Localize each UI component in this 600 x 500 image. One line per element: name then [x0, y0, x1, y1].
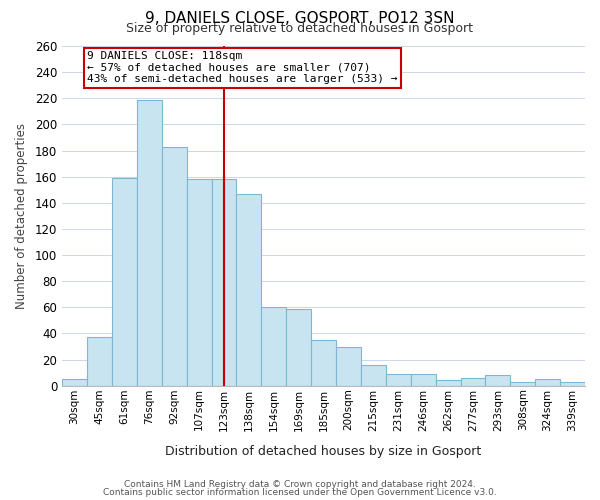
Bar	[137, 100, 162, 386]
Text: Contains public sector information licensed under the Open Government Licence v3: Contains public sector information licen…	[103, 488, 497, 497]
Bar	[187, 180, 212, 386]
Bar	[262, 308, 286, 386]
Bar	[112, 178, 137, 386]
Bar	[535, 379, 560, 386]
Bar	[162, 146, 187, 386]
Bar	[386, 374, 411, 386]
Bar	[461, 378, 485, 386]
Text: Contains HM Land Registry data © Crown copyright and database right 2024.: Contains HM Land Registry data © Crown c…	[124, 480, 476, 489]
Bar	[311, 340, 336, 386]
Bar	[560, 382, 585, 386]
Bar	[436, 380, 461, 386]
Bar	[212, 180, 236, 386]
Text: 9 DANIELS CLOSE: 118sqm
← 57% of detached houses are smaller (707)
43% of semi-d: 9 DANIELS CLOSE: 118sqm ← 57% of detache…	[87, 51, 398, 84]
Bar	[62, 379, 87, 386]
Y-axis label: Number of detached properties: Number of detached properties	[15, 123, 28, 309]
Bar	[336, 346, 361, 386]
Bar	[236, 194, 262, 386]
Bar	[511, 382, 535, 386]
X-axis label: Distribution of detached houses by size in Gosport: Distribution of detached houses by size …	[166, 444, 482, 458]
Bar	[87, 338, 112, 386]
Text: Size of property relative to detached houses in Gosport: Size of property relative to detached ho…	[127, 22, 473, 35]
Bar	[286, 308, 311, 386]
Bar	[411, 374, 436, 386]
Bar	[361, 365, 386, 386]
Bar	[485, 376, 511, 386]
Text: 9, DANIELS CLOSE, GOSPORT, PO12 3SN: 9, DANIELS CLOSE, GOSPORT, PO12 3SN	[145, 11, 455, 26]
